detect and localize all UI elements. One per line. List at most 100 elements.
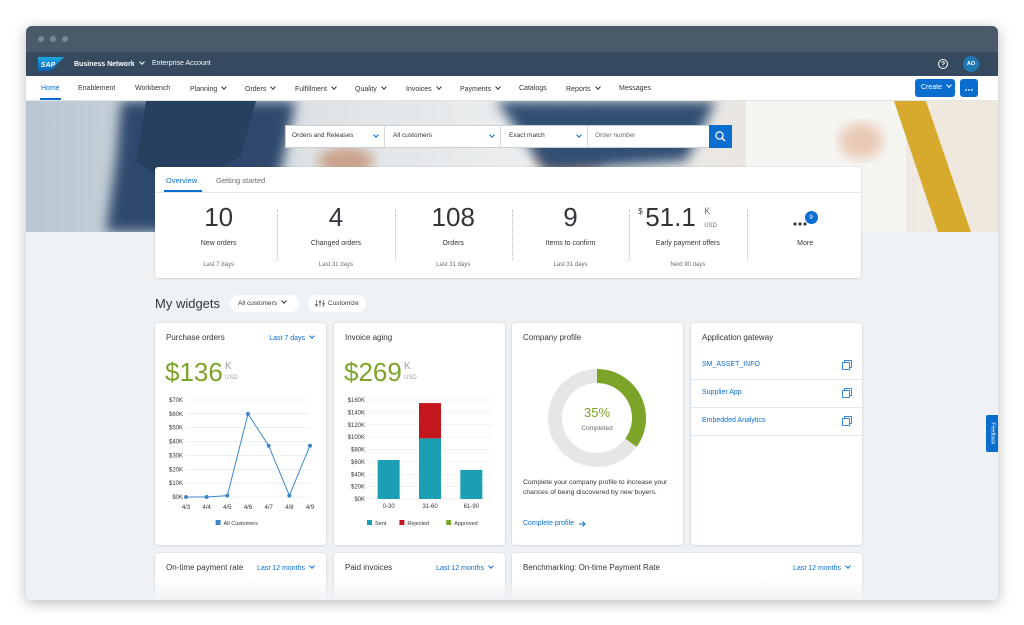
knob xyxy=(322,303,325,305)
nav-item[interactable]: Orders xyxy=(245,85,275,93)
line-point xyxy=(184,495,188,499)
kpi-tile[interactable]: 4 Changed orders Last 31 days xyxy=(277,197,394,277)
nav-item[interactable]: Quality xyxy=(355,85,386,93)
y-tick-label: $120K xyxy=(348,423,365,429)
gateway-link[interactable]: Embedded Analytics xyxy=(702,417,766,425)
y-tick-label: $140K xyxy=(348,410,365,416)
tab[interactable]: Overview xyxy=(166,175,198,185)
tile-separator xyxy=(394,210,396,260)
select-value: Exact match xyxy=(509,131,545,139)
kpi-tile[interactable]: 108 Orders Last 31 days xyxy=(395,197,512,277)
bar-segment xyxy=(419,403,441,439)
profile-text: Complete your company profile to increas… xyxy=(523,479,668,496)
tile-separator xyxy=(277,210,279,260)
select-value: Orders and Releases xyxy=(292,131,354,139)
period-selector[interactable]: Last 12 months xyxy=(793,564,850,572)
nav-item[interactable]: Messages xyxy=(619,84,651,92)
more-tile[interactable]: 9 More xyxy=(747,197,864,277)
select-chevron xyxy=(373,132,379,138)
x-tick-label: 0-30 xyxy=(383,504,396,510)
x-tick-label: 31-60 xyxy=(422,504,438,510)
kpi-value: 10 xyxy=(204,201,234,232)
select-value: All customers xyxy=(393,131,433,139)
donut-segment xyxy=(596,369,646,447)
kpi-tile[interactable]: $51.1 K USD Early payment offers Next 90 day… xyxy=(629,197,746,277)
nav-item[interactable]: Home xyxy=(41,84,60,92)
feedback-tab[interactable]: Feedback xyxy=(986,415,998,452)
card-title: Paid invoices xyxy=(345,562,393,572)
network-menu[interactable]: Business Network xyxy=(74,60,144,68)
gateway-link[interactable]: SM_ASSET_INFO xyxy=(702,361,760,369)
kpi-tile[interactable]: 10 New orders Last 7 days xyxy=(160,197,277,277)
gateway-link[interactable]: Supplier App xyxy=(702,389,742,397)
more-button[interactable] xyxy=(960,79,978,97)
kpi-tile[interactable]: 9 Items to confirm Last 31 days xyxy=(512,197,629,277)
search-input[interactable]: Order number xyxy=(595,131,636,139)
tab[interactable]: Getting started xyxy=(216,175,266,185)
nav-item[interactable]: Fulfillment xyxy=(295,85,336,93)
amount: $269 xyxy=(344,356,402,387)
icon-front xyxy=(842,362,850,370)
more-dots xyxy=(965,89,973,91)
period-selector[interactable]: Last 12 months xyxy=(257,564,314,572)
y-tick-label: $60K xyxy=(351,460,365,466)
x-tick-label: 4/8 xyxy=(285,505,294,511)
help-icon xyxy=(938,59,948,69)
y-tick-label: $0K xyxy=(172,495,183,501)
kpi-value: 4 xyxy=(328,201,344,232)
nav-item[interactable]: Planning xyxy=(190,85,226,93)
hero-lamp xyxy=(839,123,883,159)
donut-caption: Completed xyxy=(581,425,613,432)
card-title: Application gateway xyxy=(702,332,774,342)
kpi-label: New orders xyxy=(200,240,237,248)
legend-label: Sent xyxy=(375,521,387,527)
customize-pill[interactable]: Customize xyxy=(308,295,366,312)
nav-item[interactable]: Reports xyxy=(566,85,600,93)
nav-item[interactable]: Workbench xyxy=(135,84,171,92)
period-selector[interactable]: Last 7 days xyxy=(269,334,314,342)
y-tick-label: $100K xyxy=(348,435,365,441)
knob xyxy=(318,301,322,303)
nav-item[interactable]: Catalogs xyxy=(519,84,547,92)
knob xyxy=(315,304,318,306)
nav-item[interactable]: Payments xyxy=(460,85,500,93)
filter-pill[interactable]: All customers xyxy=(230,295,299,312)
kpi-value: 108 xyxy=(431,201,475,232)
bar-segment xyxy=(419,438,441,499)
amount-currency: USD xyxy=(404,374,417,381)
avatar[interactable]: AO xyxy=(963,56,979,72)
line-point xyxy=(287,493,292,498)
kpi-unit-currency: USD xyxy=(704,222,717,229)
search-select[interactable]: Orders and Releases xyxy=(286,126,385,147)
search-select[interactable]: Exact match xyxy=(503,126,588,147)
create-button[interactable]: Create xyxy=(915,79,955,97)
help-mark xyxy=(941,61,945,67)
profile-link[interactable]: Complete profile xyxy=(523,520,574,528)
search-button[interactable] xyxy=(709,125,732,148)
browser-window: SAP Business Network Enterprise Account AO H… xyxy=(26,26,998,600)
dot xyxy=(792,222,797,226)
search-select[interactable]: All customers xyxy=(387,126,501,147)
select-chevron xyxy=(489,132,495,138)
nav-active-underline xyxy=(40,98,61,100)
y-tick-label: $20K xyxy=(169,467,183,473)
widget-card: Application gateway SM_ASSET_INFO Supplier… xyxy=(691,323,862,545)
overview-card: Overview Getting started 10 New orders Last … xyxy=(155,167,861,278)
gateway-separator xyxy=(691,379,862,380)
sap-logo: SAP xyxy=(38,57,64,71)
legend-swatch xyxy=(399,520,405,525)
window-dot xyxy=(62,36,68,42)
dot xyxy=(797,222,802,226)
gateway-separator xyxy=(691,407,862,408)
period-selector[interactable]: Last 12 months xyxy=(436,564,493,572)
kpi-period: Next 90 days xyxy=(670,261,706,268)
kpi-value: 9 xyxy=(563,201,578,232)
nav-item[interactable]: Enablement xyxy=(78,84,116,92)
more-badge: 9 xyxy=(804,211,818,224)
launch-icon xyxy=(842,416,852,426)
y-tick-label: $20K xyxy=(351,485,365,491)
dot xyxy=(965,89,967,91)
lens-handle xyxy=(721,137,726,142)
tab-divider xyxy=(155,192,861,193)
nav-item[interactable]: Invoices xyxy=(406,85,441,93)
